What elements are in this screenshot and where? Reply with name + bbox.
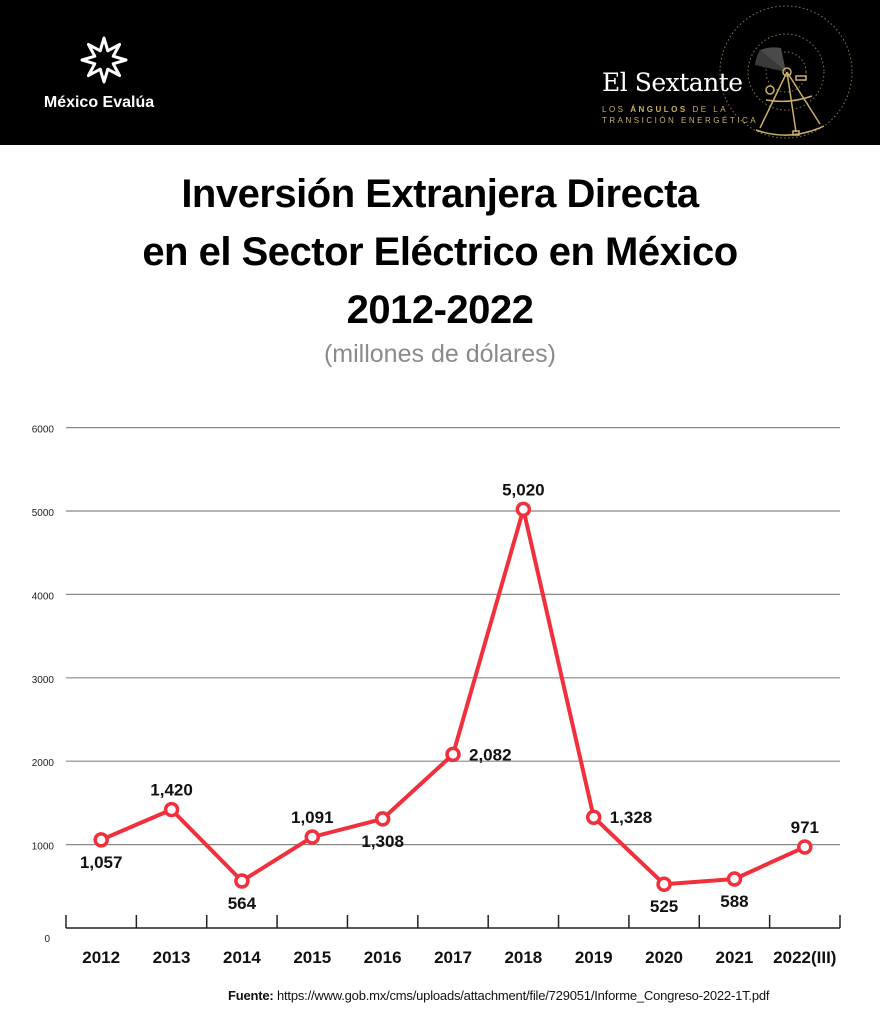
el-sextante-title: El Sextante	[602, 68, 743, 97]
x-tick-label: 2020	[645, 948, 683, 967]
chart-title-line-3: 2012-2022	[346, 288, 534, 332]
mexico-evalua-name: México Evalúa	[43, 94, 155, 111]
y-tick-label: 4000	[32, 591, 55, 602]
data-point	[93, 832, 109, 848]
el-sextante-subtitle: LOS ÁNGULOS DE LA TRANSICIÓN ENERGÉTICA	[602, 104, 758, 126]
data-label: 1,328	[610, 808, 653, 827]
series-line	[100, 507, 806, 887]
data-point	[445, 746, 461, 763]
data-label: 1,091	[291, 808, 334, 827]
star-logo-icon	[80, 36, 128, 84]
data-points	[93, 501, 813, 892]
data-point	[304, 829, 321, 845]
data-point	[163, 801, 180, 818]
sx-sub-line2: TRANSICIÓN ENERGÉTICA	[602, 116, 759, 125]
data-label: 971	[791, 818, 819, 837]
data-label: 525	[650, 897, 678, 916]
x-tick-label: 2015	[293, 948, 331, 967]
x-tick-label: 2017	[434, 948, 472, 967]
data-point	[656, 876, 672, 892]
y-tick-label: 0	[44, 934, 50, 945]
data-line	[100, 507, 806, 887]
data-point	[797, 839, 813, 855]
header-banner: México Evalúa El Sextante LOS ÁNGULOS DE…	[0, 0, 880, 145]
data-point	[726, 871, 743, 887]
data-point	[234, 873, 250, 889]
data-point	[515, 501, 532, 518]
x-tick-label: 2021	[716, 948, 754, 967]
chart-title-line-2: en el Sector Eléctrico en México	[142, 230, 738, 274]
sextant-icon	[719, 5, 853, 139]
y-tick-label: 3000	[32, 675, 55, 686]
x-tick-label: 2016	[364, 948, 402, 967]
data-labels: 1,057 1,420 564 1,091 1,308 2,082 5,020 1,328 52…	[80, 480, 819, 916]
data-label: 1,308	[361, 832, 404, 851]
data-label: 5,020	[502, 480, 545, 499]
data-point	[374, 811, 391, 827]
x-axis: 2012 2013 2014 2015 2016 2017 2018 2019 2020 2021…	[65, 915, 841, 967]
source-note: Fuente: https://www.gob.mx/cms/uploads/a…	[228, 988, 769, 1003]
sx-sub-pre: LOS	[602, 105, 631, 114]
chart-subtitle: (millones de dólares)	[323, 340, 557, 368]
x-tick-label: 2018	[504, 948, 542, 967]
y-tick-label: 6000	[32, 425, 55, 436]
x-tick-label: 2012	[82, 948, 120, 967]
data-label: 2,082	[469, 745, 512, 764]
x-tick-label: 2022(III)	[773, 948, 836, 967]
source-label: Fuente:	[228, 988, 274, 1003]
chart-title-line-1: Inversión Extranjera Directa	[181, 172, 699, 216]
y-tick-label: 2000	[32, 758, 55, 769]
y-tick-label: 1000	[32, 842, 55, 853]
source-url[interactable]: https://www.gob.mx/cms/uploads/attachmen…	[276, 988, 770, 1003]
y-tick-label: 5000	[32, 508, 55, 519]
data-label: 564	[228, 894, 257, 913]
sx-sub-bold: ÁNGULOS	[630, 105, 688, 114]
x-tick-label: 2014	[223, 948, 261, 967]
data-point	[585, 809, 602, 825]
y-axis-ticks: 0 1000 2000 3000 4000 5000 6000	[32, 425, 55, 945]
x-tick-label: 2013	[153, 948, 191, 967]
data-label: 1,057	[80, 853, 123, 872]
mexico-evalua-logo: México Evalúa	[44, 34, 164, 112]
sx-sub-post: DE LA	[687, 105, 729, 114]
data-label: 1,420	[150, 781, 193, 800]
x-tick-label: 2019	[575, 948, 613, 967]
data-label: 588	[720, 892, 748, 911]
